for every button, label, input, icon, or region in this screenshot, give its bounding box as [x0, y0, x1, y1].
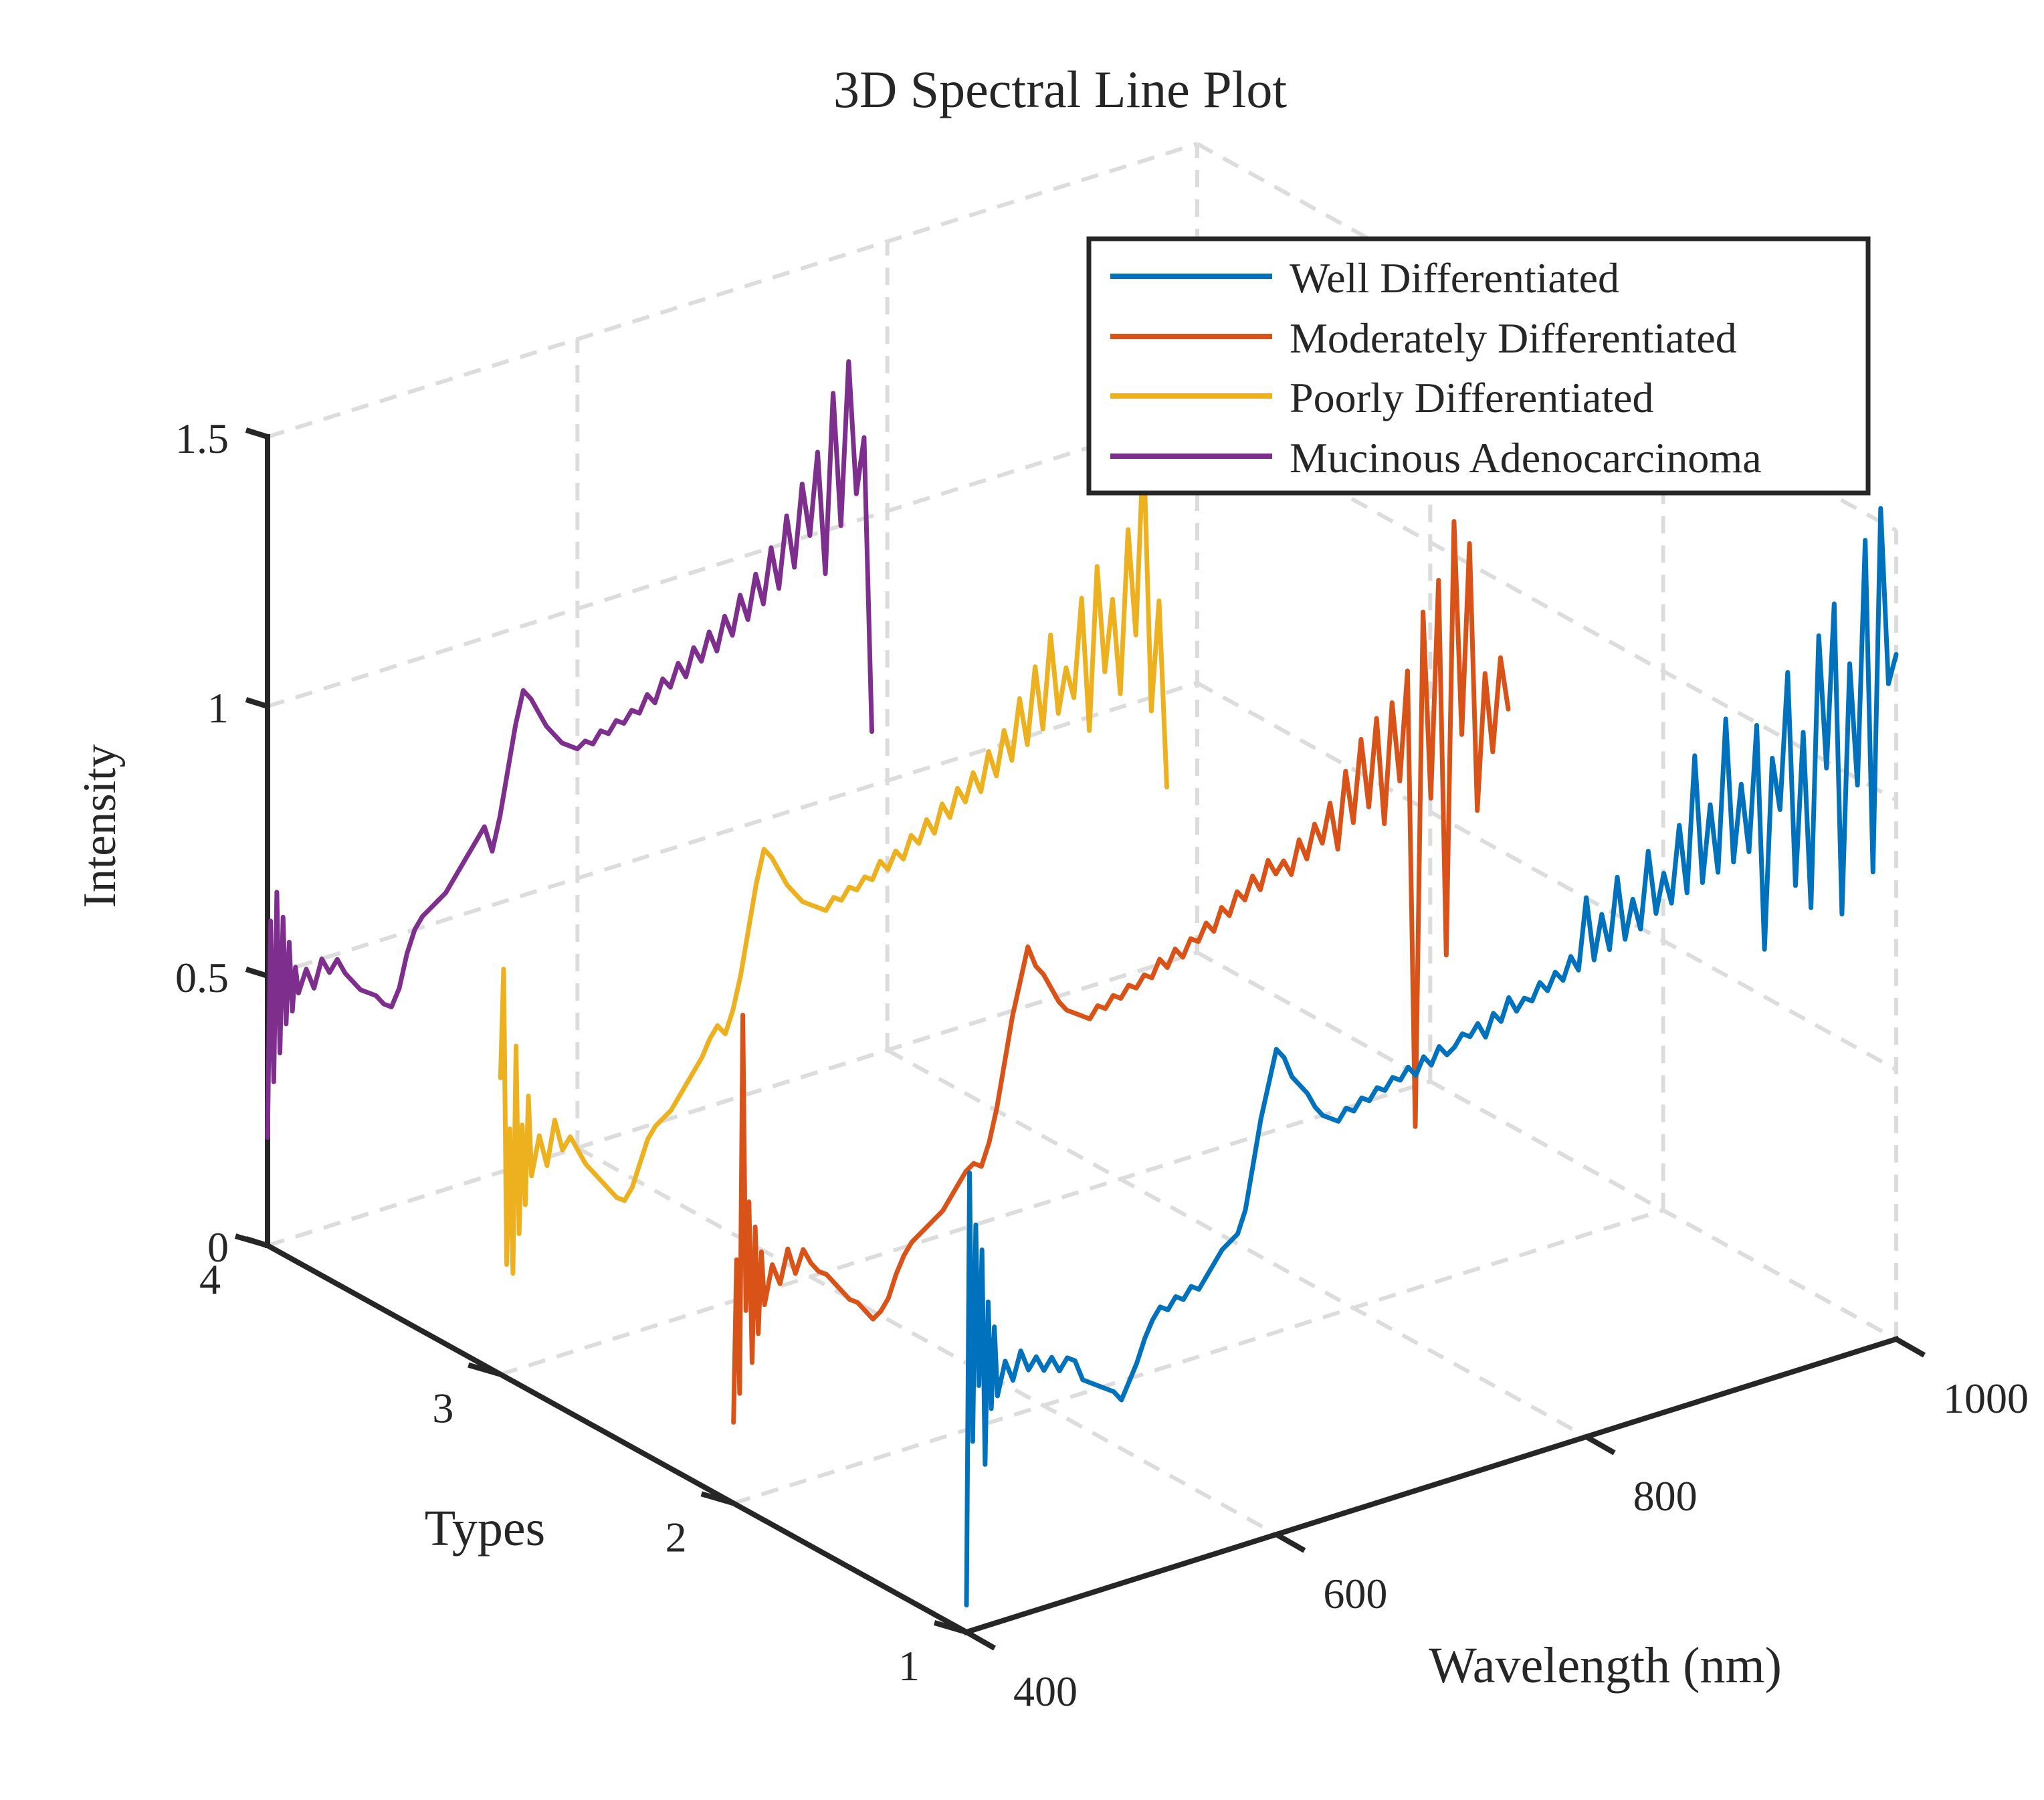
z-tick [245, 967, 269, 979]
x-axis-label: Wavelength (nm) [1429, 1637, 1782, 1694]
z-tick-label: 1 [207, 684, 229, 732]
legend-label: Well Differentiated [1290, 254, 1619, 302]
z-tick-label: 0 [207, 1223, 229, 1271]
x-tick-label: 800 [1633, 1472, 1698, 1520]
series-line [964, 506, 1899, 1608]
x-tick [1275, 1532, 1306, 1553]
legend-label: Poorly Differentiated [1290, 374, 1653, 421]
y-tick [700, 1491, 734, 1506]
y-tick-label: 2 [666, 1513, 687, 1561]
z-tick-label: 1.5 [175, 415, 229, 462]
grid-line [267, 411, 1198, 708]
series-line [498, 441, 1169, 1276]
series-line [265, 359, 874, 1140]
series-line [731, 519, 1511, 1425]
grid-line [886, 1048, 1588, 1439]
legend: Well Differentiated Moderately Different… [1086, 236, 1871, 496]
y-tick [468, 1362, 502, 1377]
grid-line [576, 1146, 1278, 1536]
x-tick-label: 600 [1323, 1570, 1387, 1617]
x-tick [1895, 1336, 1926, 1358]
series-group [265, 359, 1899, 1608]
z-tick-label: 0.5 [175, 954, 229, 1001]
x-tick-label: 1000 [1943, 1375, 2029, 1422]
grid-line [267, 681, 1198, 978]
grid-line [267, 142, 1198, 439]
z-tick [245, 697, 269, 709]
y-tick [234, 1233, 269, 1248]
y-tick-label: 1 [898, 1642, 920, 1690]
grid-line [732, 1208, 1664, 1506]
legend-label: Mucinous Adenocarcinoma [1290, 434, 1762, 482]
grid-line [267, 951, 1198, 1247]
y-tick-label: 4 [199, 1256, 221, 1303]
x-axis-line [962, 1335, 1900, 1636]
y-axis-label: Types [425, 1500, 545, 1557]
y-tick-label: 3 [432, 1385, 453, 1432]
grid-line [1196, 951, 1898, 1341]
legend-label: Moderately Differentiated [1290, 314, 1737, 362]
x-tick-label: 400 [1013, 1668, 1078, 1715]
y-tick [933, 1620, 968, 1635]
x-tick [1585, 1434, 1616, 1456]
chart-title: 3D Spectral Line Plot [833, 60, 1287, 118]
grid-line [1196, 681, 1898, 1072]
x-tick [965, 1629, 996, 1651]
grid-line [500, 1079, 1431, 1377]
z-tick [245, 427, 269, 439]
grid [266, 142, 1898, 1634]
z-axis-label: Intensity [74, 744, 126, 908]
legend-box [1086, 236, 1871, 496]
y-axis-line [264, 1241, 970, 1636]
